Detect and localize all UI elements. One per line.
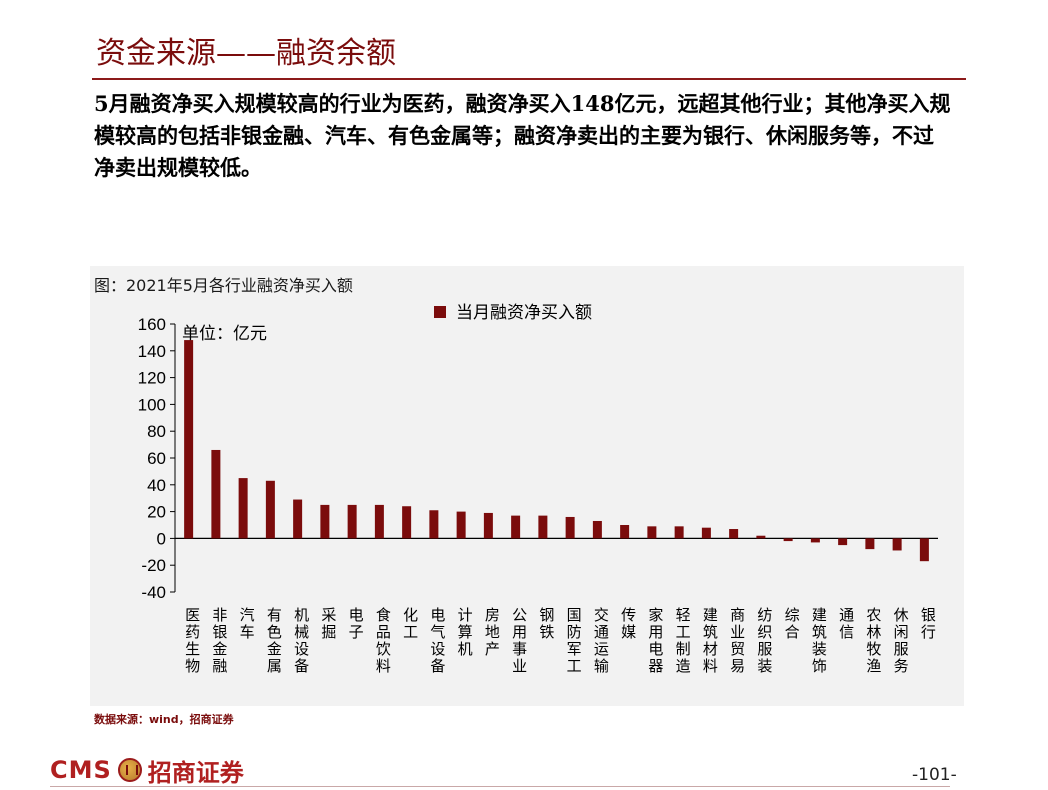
page-number: -101- [912,765,957,785]
x-tick-label: 国防军工 [567,606,582,675]
bar-房地产 [483,512,493,539]
bar-公用事业 [511,515,521,539]
chart-panel [90,266,964,706]
bar-交通运输 [592,520,602,539]
x-tick-label: 钢铁 [539,606,554,641]
bar-电子 [347,504,357,539]
x-tick-label: 传媒 [621,606,636,641]
x-tick-label: 房地产 [485,606,500,658]
x-tick-label: 食品饮料 [376,606,391,675]
bar-汽车 [238,478,248,539]
footer-divider [50,786,950,787]
x-tick-label: 纺织服装 [757,606,772,675]
y-tick-label: 120 [138,369,166,388]
x-tick-label: 计算机 [458,606,473,658]
x-tick-label: 商业贸易 [730,606,745,675]
x-tick-label: 化工 [403,606,418,641]
logo-emblem-icon [117,758,142,782]
x-tick-label: 医药生物 [185,606,200,675]
y-tick-label: 60 [147,449,166,468]
bar-商业贸易 [729,529,739,539]
bar-chart: 160 140 120 100 80 60 40 20 0 -20 -40 单位：亿元 当月融资净买入额… [138,303,938,675]
x-tick-label: 建筑装饰 [812,606,827,675]
bar-综合 [783,538,793,542]
data-source: 数据来源：wind，招商证券 [94,713,234,726]
bar-农林牧渔 [865,538,875,550]
unit-label: 单位：亿元 [182,324,267,344]
bar-机械设备 [293,499,303,539]
x-tick-label: 银行 [921,606,936,641]
bar-钢铁 [538,515,548,539]
bar-非银金融 [211,449,221,539]
y-tick-label: -40 [141,583,166,602]
bar-休闲服务 [892,538,902,551]
y-tick-label: 160 [138,315,166,334]
bar-传媒 [620,525,630,539]
bar-医药生物 [184,340,194,539]
chart-caption: 图：2021年5月各行业融资净买入额 [94,276,353,295]
x-tick-label: 通信 [839,606,854,641]
x-tick-label: 农林牧渔 [866,606,881,675]
bar-化工 [402,506,412,539]
y-tick-label: 80 [147,422,166,441]
bar-建筑材料 [701,527,711,539]
bar-电气设备 [429,510,439,539]
x-tick-label: 建筑材料 [703,606,718,675]
x-tick-label: 家用电器 [648,606,663,675]
y-tick-label: 0 [157,529,166,548]
cms-logo: CMS 招商证券 [50,752,244,788]
x-tick-label: 有色金属 [267,606,282,675]
company-name: 招商证券 [147,757,244,787]
x-tick-label: 轻工制造 [676,606,691,675]
bar-有色金属 [265,480,275,539]
bar-家用电器 [647,526,657,539]
bar-轻工制造 [674,526,684,539]
summary-text: 5月融资净买入规模较高的行业为医药，融资净买入148亿元，远超其他行业；其他净买… [94,91,951,180]
x-tick-label: 机械设备 [294,606,309,675]
y-tick-label: -20 [141,556,166,575]
y-tick-label: 100 [138,395,166,414]
bar-国防军工 [565,516,575,539]
x-tick-label: 非银金融 [212,606,227,675]
x-tick-label: 汽车 [240,606,255,641]
bar-建筑装饰 [810,538,820,543]
y-tick-label: 20 [147,503,166,522]
x-tick-label: 公用事业 [512,606,527,675]
x-tick-label: 采掘 [321,606,336,641]
x-tick-label: 交通运输 [594,606,609,675]
bar-计算机 [456,511,466,539]
bar-食品饮料 [374,504,384,539]
legend-swatch [434,306,446,318]
x-tick-label: 综合 [785,606,800,641]
bar-采掘 [320,504,330,539]
bar-通信 [838,538,848,546]
y-tick-label: 40 [147,476,166,495]
y-tick-label: 140 [138,342,166,361]
x-tick-label: 电子 [349,606,364,641]
bar-银行 [919,538,929,562]
x-tick-label: 休闲服务 [894,606,909,675]
legend-label: 当月融资净买入额 [456,303,592,323]
logo-text: CMS [50,756,112,784]
bar-纺织服装 [756,535,766,539]
page-title: 资金来源——融资余额 [96,36,396,71]
x-tick-label: 电气设备 [430,606,445,675]
title-divider [92,78,966,80]
